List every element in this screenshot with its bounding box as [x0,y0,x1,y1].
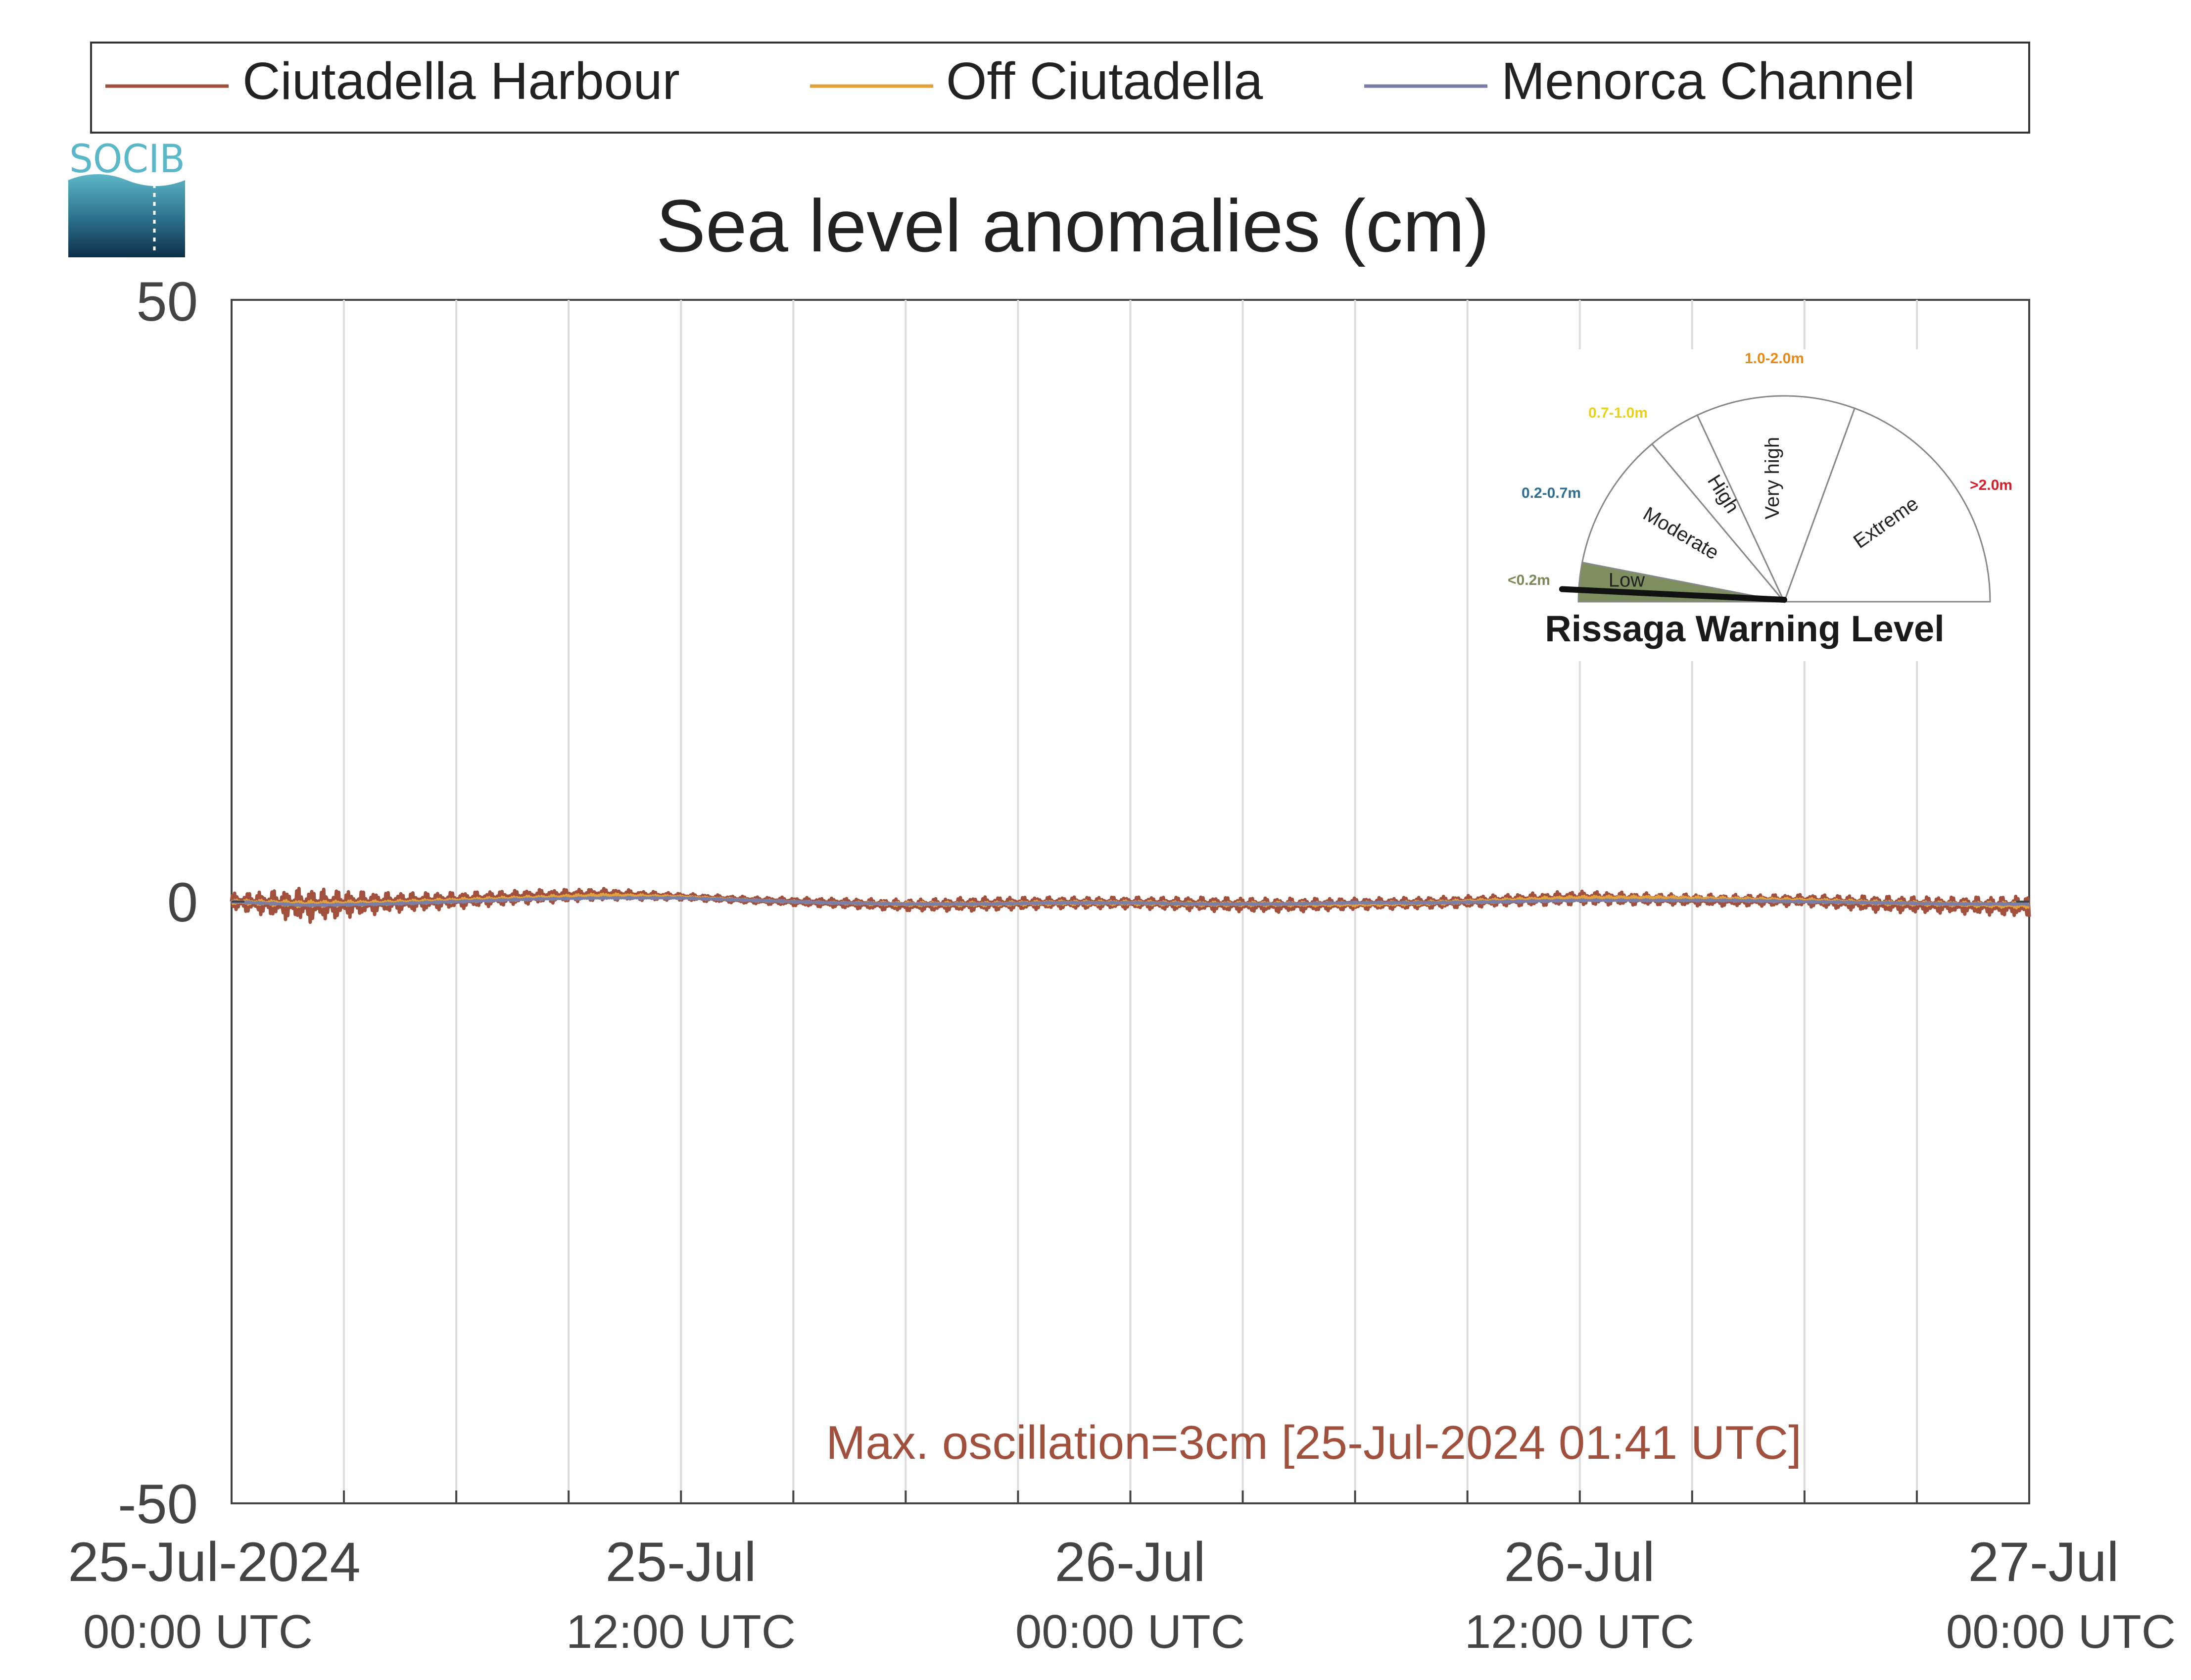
x-tick-date: 25-Jul-2024 [68,1531,361,1593]
y-tick-label-0: 0 [167,871,198,933]
x-tick-labels: 25-Jul-2024 00:00 UTC 25-Jul 12:00 UTC 2… [68,1531,2176,1658]
x-tick-time: 00:00 UTC [1946,1605,2176,1658]
gauge-range-low: <0.2m [1508,572,1550,588]
x-tick-date: 25-Jul [605,1531,756,1593]
y-tick-label-50: 50 [136,271,198,333]
legend-label-off-ciutadella: Off Ciutadella [946,52,1263,110]
gauge-range-very-high: 1.0-2.0m [1745,350,1804,367]
gauge-title: Rissaga Warning Level [1545,608,1944,649]
legend-label-menorca-channel: Menorca Channel [1501,52,1915,110]
logo-text: SOCIB [69,137,185,182]
gauge-range-extreme: >2.0m [1970,477,2012,493]
gauge-sector-extreme [1783,407,1991,603]
x-tick-time: 00:00 UTC [1015,1605,1245,1658]
gauge-ranges: <0.2m 0.2-0.7m 0.7-1.0m 1.0-2.0m >2.0m [1508,350,2012,588]
legend-label-ciutadella-harbour: Ciutadella Harbour [242,52,680,110]
logo-wave [68,174,185,257]
gauge-label-low: Low [1609,569,1645,591]
series-line-menorca-channel [230,896,2031,908]
gauge-needle [1559,586,1787,603]
series-lines [230,887,2031,924]
gauge-range-high: 0.7-1.0m [1588,405,1648,421]
x-tick-time: 12:00 UTC [566,1605,796,1658]
y-tick-label-minus-50: -50 [118,1473,198,1535]
ticks [232,299,2029,1504]
x-tick-date: 26-Jul [1054,1531,1205,1593]
x-tick-time: 00:00 UTC [83,1605,313,1658]
chart-title: Sea level anomalies (cm) [656,184,1489,267]
x-tick-date: 26-Jul [1504,1531,1655,1593]
gauge-label-very-high: Very high [1762,437,1783,520]
gauge-sector-moderate [1581,443,1786,603]
x-tick-date: 27-Jul [1968,1531,2119,1593]
gauge-range-moderate: 0.2-0.7m [1522,485,1581,501]
legend: Ciutadella Harbour Off Ciutadella Menorc… [90,42,2030,134]
socib-logo: SOCIB [68,137,185,257]
legend-frame [90,42,2030,134]
x-tick-time: 12:00 UTC [1465,1605,1694,1658]
gauge-sectors [1577,395,1991,604]
gauge-sector-very-high [1696,395,1856,604]
max-oscillation-annotation: Max. oscillation=3cm [25-Jul-2024 01:41 … [826,1416,1802,1469]
